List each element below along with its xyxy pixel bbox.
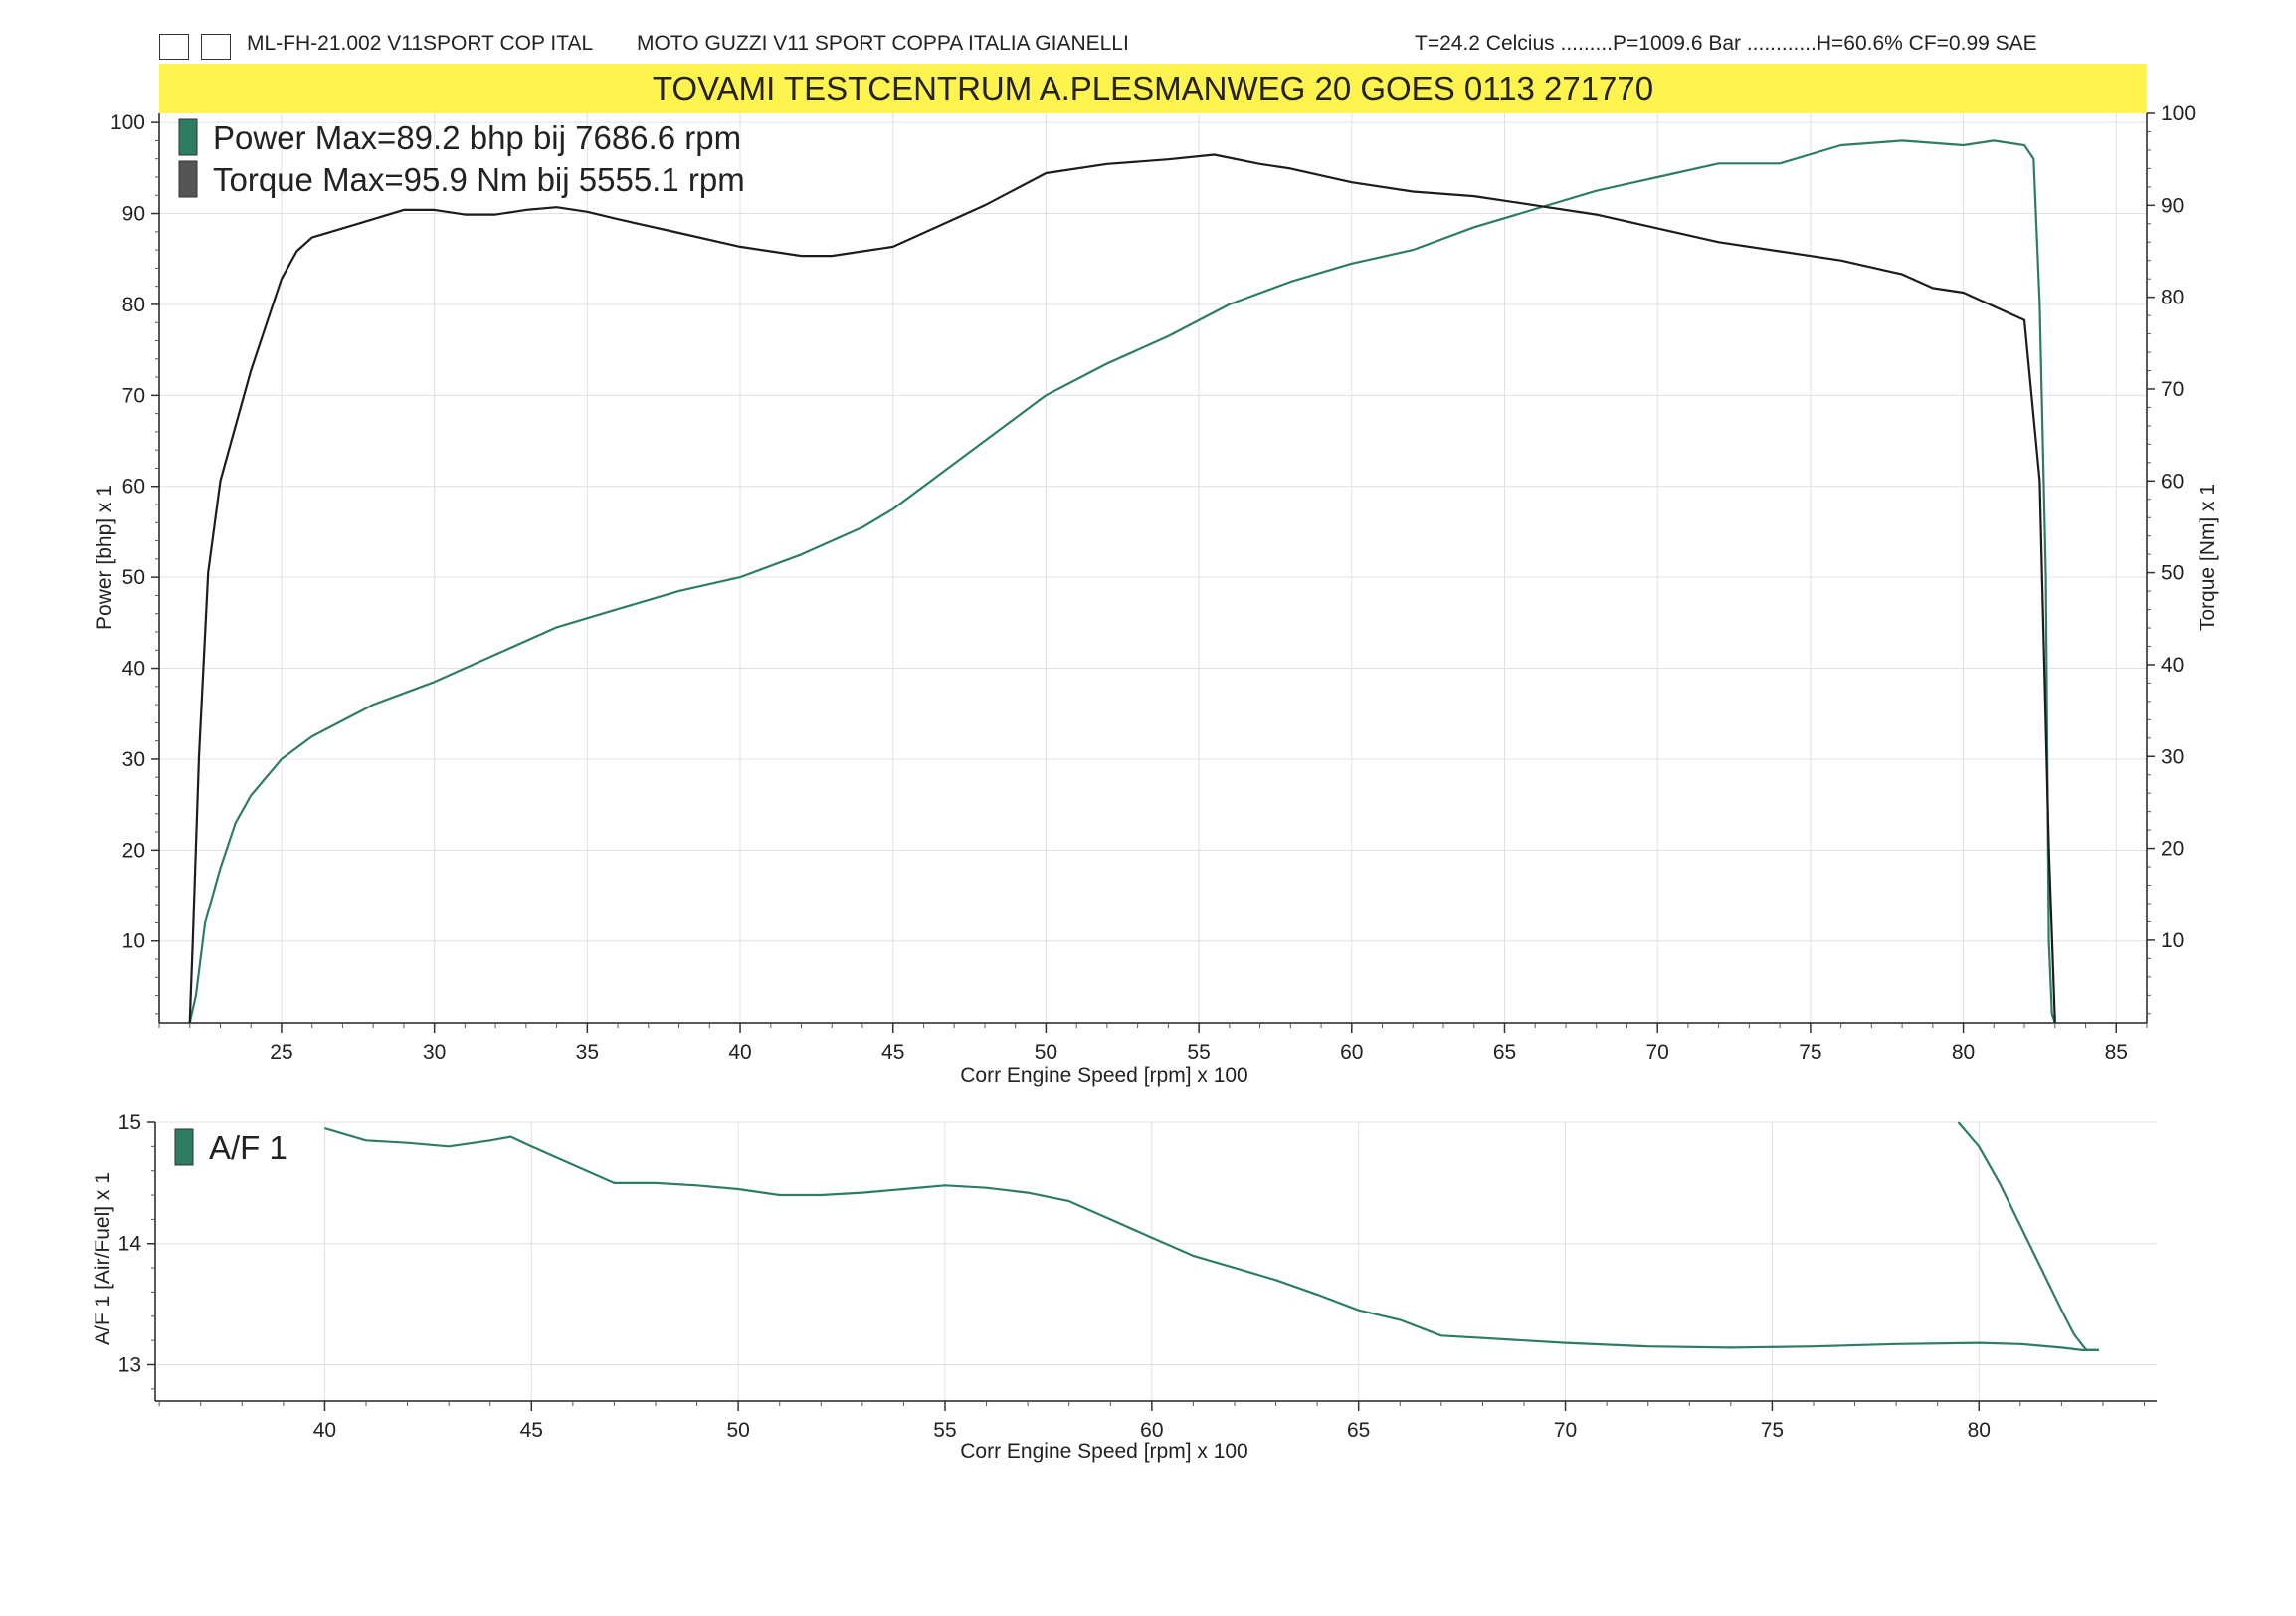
power-y-tick-label: 100 bbox=[110, 111, 145, 134]
bottom-x-tick-label: 70 bbox=[1554, 1419, 1577, 1442]
bottom-x-tick-label: 45 bbox=[520, 1419, 543, 1442]
test-conditions: T=24.2 Celcius .........P=1009.6 Bar ...… bbox=[1415, 32, 2037, 55]
power-y-tick-label: 60 bbox=[122, 476, 145, 499]
af-y-tick-label: 15 bbox=[118, 1111, 141, 1134]
torque-axis-title: Torque [Nm] x 1 bbox=[2197, 484, 2219, 631]
top-chart-ticks: 25 30 35 40 45 50 55 60 65 70 75 80 85 10 20 30 40 50 60 70… bbox=[110, 102, 2196, 1064]
top-chart-series bbox=[188, 139, 2056, 1024]
bottom-x-tick-label: 60 bbox=[1140, 1419, 1163, 1442]
torque-y-tick-label: 100 bbox=[2161, 102, 2196, 125]
top-x-tick-label: 80 bbox=[1952, 1041, 1975, 1064]
torque-y-tick-label: 90 bbox=[2161, 194, 2184, 217]
top-x-tick-label: 40 bbox=[728, 1041, 751, 1064]
title-banner: TOVAMI TESTCENTRUM A.PLESMANWEG 20 GOES … bbox=[159, 64, 2147, 113]
top-x-tick-label: 55 bbox=[1187, 1041, 1210, 1064]
top-x-tick-label: 85 bbox=[2105, 1041, 2128, 1064]
power-legend-swatch-icon bbox=[178, 118, 198, 156]
af-y-tick-label: 13 bbox=[118, 1353, 141, 1376]
torque-y-tick-label: 60 bbox=[2161, 470, 2184, 493]
power-y-tick-label: 80 bbox=[122, 294, 145, 316]
torque-legend-swatch-icon bbox=[178, 160, 198, 198]
air-fuel-chart: 40 45 50 55 60 65 70 75 80 13 14 15 A/F 1 [Air/Fuel… bbox=[92, 1111, 2157, 1463]
bottom-x-tick-label: 65 bbox=[1347, 1419, 1370, 1442]
bottom-chart-series bbox=[324, 1121, 2099, 1352]
bike-name: MOTO GUZZI V11 SPORT COPPA ITALIA GIANEL… bbox=[637, 32, 1129, 55]
power-torque-chart: 25 30 35 40 45 50 55 60 65 70 75 80 85 10 20 30 40 50 60 70… bbox=[94, 102, 2219, 1087]
bottom-x-tick-label: 55 bbox=[933, 1419, 956, 1442]
power-y-tick-label: 30 bbox=[122, 748, 145, 771]
top-x-tick-label: 35 bbox=[576, 1041, 599, 1064]
power-y-tick-label: 90 bbox=[122, 203, 145, 226]
torque-y-tick-label: 80 bbox=[2161, 287, 2184, 309]
bottom-chart-ticks: 40 45 50 55 60 65 70 75 80 13 14 15 bbox=[118, 1111, 2146, 1442]
torque-y-tick-label: 10 bbox=[2161, 929, 2184, 952]
af-axis-title: A/F 1 [Air/Fuel] x 1 bbox=[92, 1172, 114, 1345]
top-x-axis-title: Corr Engine Speed [rpm] x 100 bbox=[960, 1064, 1248, 1087]
af-legend-label: A/F 1 bbox=[209, 1129, 287, 1166]
top-x-tick-label: 70 bbox=[1646, 1041, 1669, 1064]
af-curve-1 bbox=[324, 1127, 2099, 1352]
top-x-tick-label: 50 bbox=[1035, 1041, 1057, 1064]
torque-swatch-icon bbox=[201, 34, 231, 60]
top-x-tick-label: 65 bbox=[1493, 1041, 1516, 1064]
torque-y-tick-label: 40 bbox=[2161, 654, 2184, 677]
top-x-tick-label: 45 bbox=[881, 1041, 904, 1064]
top-chart-grid bbox=[159, 113, 2147, 1023]
top-x-tick-label: 75 bbox=[1799, 1041, 1821, 1064]
bottom-x-axis-title: Corr Engine Speed [rpm] x 100 bbox=[960, 1440, 1248, 1463]
torque-y-tick-label: 30 bbox=[2161, 745, 2184, 768]
torque-y-tick-label: 20 bbox=[2161, 838, 2184, 861]
af-legend-swatch-icon bbox=[174, 1128, 194, 1166]
bottom-x-tick-label: 40 bbox=[313, 1419, 336, 1442]
af-y-tick-label: 14 bbox=[118, 1233, 142, 1256]
power-y-tick-label: 20 bbox=[122, 839, 145, 862]
power-y-tick-label: 50 bbox=[122, 566, 145, 589]
top-x-tick-label: 25 bbox=[270, 1041, 292, 1064]
header-row: ML-FH-21.002 V11SPORT COP ITAL MOTO GUZZ… bbox=[159, 30, 2089, 64]
bottom-x-tick-label: 75 bbox=[1761, 1419, 1784, 1442]
power-y-tick-label: 10 bbox=[122, 930, 145, 953]
torque-y-tick-label: 70 bbox=[2161, 378, 2184, 401]
bottom-x-tick-label: 80 bbox=[1968, 1419, 1991, 1442]
top-x-tick-label: 60 bbox=[1340, 1041, 1363, 1064]
power-legend-label: Power Max=89.2 bhp bij 7686.6 rpm bbox=[213, 119, 741, 156]
power-curve bbox=[188, 139, 2056, 1024]
run-id: ML-FH-21.002 V11SPORT COP ITAL bbox=[247, 32, 594, 55]
power-y-tick-label: 70 bbox=[122, 384, 145, 407]
bottom-chart-grid bbox=[155, 1121, 2157, 1401]
torque-y-tick-label: 50 bbox=[2161, 562, 2184, 585]
torque-legend-label: Torque Max=95.9 Nm bij 5555.1 rpm bbox=[213, 161, 745, 198]
bottom-x-tick-label: 50 bbox=[726, 1419, 749, 1442]
top-x-tick-label: 30 bbox=[423, 1041, 446, 1064]
power-y-tick-label: 40 bbox=[122, 658, 145, 681]
power-axis-title: Power [bhp] x 1 bbox=[94, 485, 116, 630]
power-swatch-icon bbox=[159, 34, 189, 60]
af-curve-2 bbox=[1957, 1121, 2099, 1352]
torque-curve bbox=[188, 153, 2056, 1024]
